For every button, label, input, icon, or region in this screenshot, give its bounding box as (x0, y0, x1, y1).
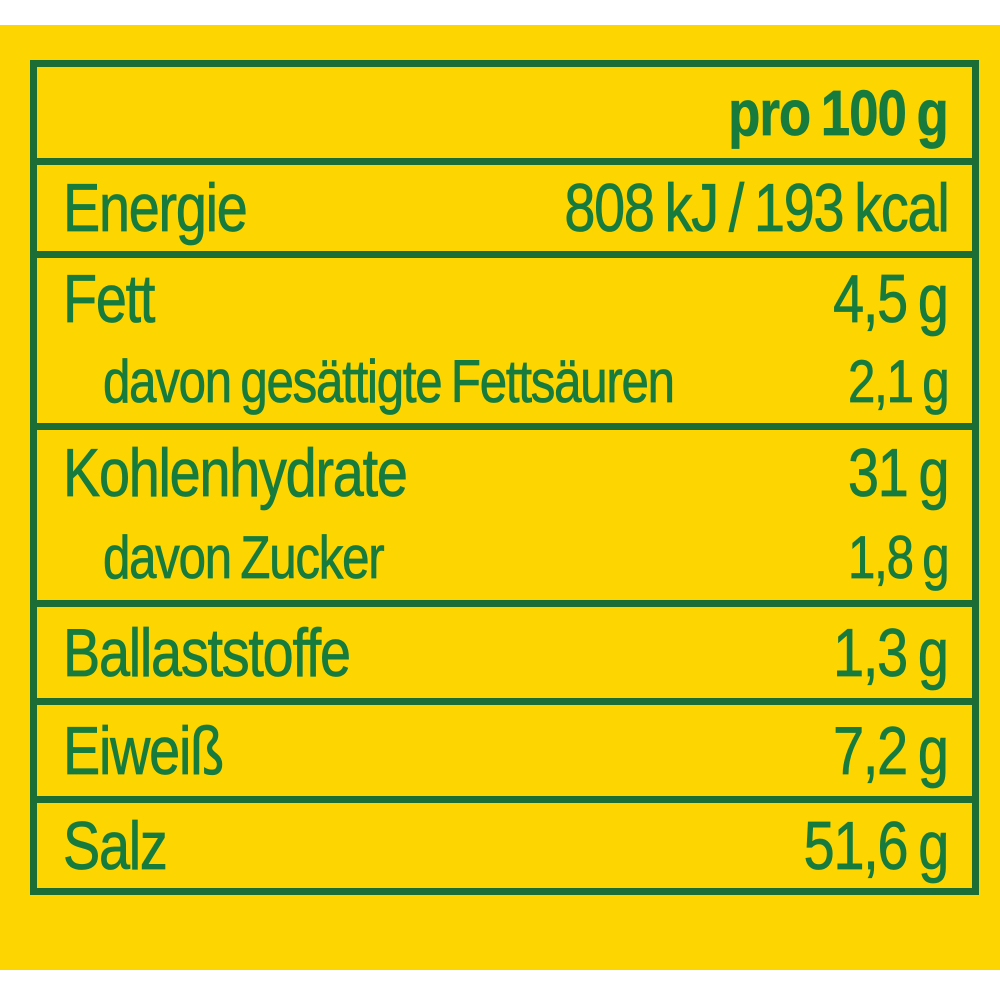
row-fett-sub: davon gesättigte Fettsäuren 2,1 g (37, 341, 972, 424)
row-energie: Energie 808 kJ / 193 kcal (37, 158, 972, 251)
row-salz: Salz 51,6 g (37, 796, 972, 888)
table-header-row: pro 100 g (37, 67, 972, 158)
nutrient-value-eiweiss: 7,2 g (833, 712, 949, 789)
nutrient-label-energie: Energie (63, 170, 248, 246)
nutrient-label-eiweiss: Eiweiß (63, 712, 225, 789)
row-ballaststoffe: Ballaststoffe 1,3 g (37, 600, 972, 698)
nutrient-label-kohlenhydrate: Kohlenhydrate (63, 434, 409, 511)
row-fett: Fett 4,5 g davon gesättigte Fettsäuren 2… (37, 251, 972, 423)
nutrient-value-zucker: 1,8 g (847, 523, 949, 591)
per-100g-label: pro 100 g (728, 76, 949, 149)
nutrient-label-ballaststoffe: Ballaststoffe (63, 614, 352, 691)
nutrient-value-fett: 4,5 g (833, 261, 949, 338)
row-eiweiss: Eiweiß 7,2 g (37, 698, 972, 796)
nutrient-label-fett: Fett (63, 261, 156, 338)
nutrient-value-salz: 51,6 g (803, 807, 949, 884)
row-fett-main: Fett 4,5 g (37, 258, 972, 341)
nutrient-value-ballaststoffe: 1,3 g (833, 614, 949, 691)
row-kohlenhydrate-sub: davon Zucker 1,8 g (37, 515, 972, 600)
nutrient-label-zucker: davon Zucker (103, 523, 385, 591)
nutrient-value-energie: 808 kJ / 193 kcal (563, 170, 950, 246)
nutrient-value-gesaettigte-fettsaeuren: 2,1 g (847, 347, 949, 415)
nutrition-table: pro 100 g Energie 808 kJ / 193 kcal Fett… (30, 60, 979, 895)
nutrient-label-salz: Salz (63, 807, 168, 884)
label-background: pro 100 g Energie 808 kJ / 193 kcal Fett… (0, 25, 1000, 970)
nutrient-value-kohlenhydrate: 31 g (847, 434, 949, 511)
nutrient-label-gesaettigte-fettsaeuren: davon gesättigte Fettsäuren (103, 347, 676, 415)
row-kohlenhydrate: Kohlenhydrate 31 g davon Zucker 1,8 g (37, 423, 972, 600)
row-kohlenhydrate-main: Kohlenhydrate 31 g (37, 430, 972, 515)
